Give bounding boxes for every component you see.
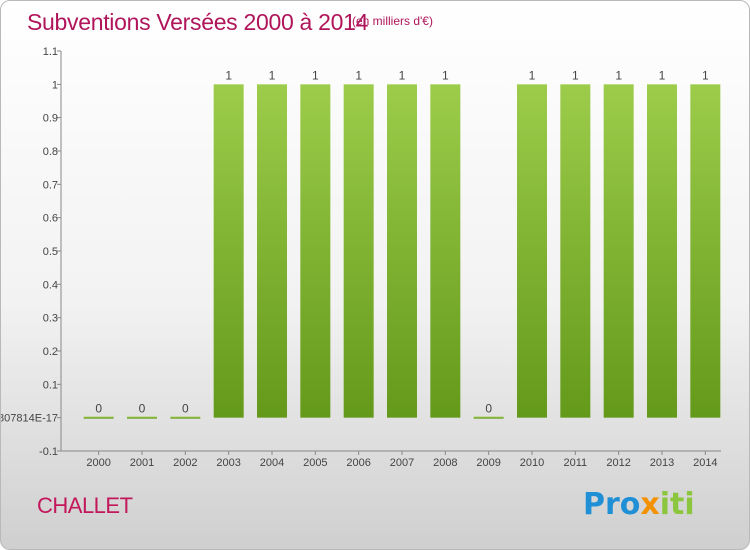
data-label: 1 [399, 68, 406, 82]
data-label: 1 [442, 68, 449, 82]
data-label: 1 [312, 68, 319, 82]
y-tick-label: 0.3 [43, 313, 58, 325]
x-tick-label: 2000 [86, 457, 110, 469]
y-tick-label: -0.1 [39, 446, 58, 458]
data-label: 1 [355, 68, 362, 82]
x-tick-label: 2004 [260, 457, 284, 469]
commune-name: CHALLET [37, 493, 133, 518]
x-tick-label: 2001 [130, 457, 154, 469]
y-tick-label: 0.1 [43, 379, 58, 391]
y-tick-label: 0.4 [43, 279, 58, 291]
x-tick-label: 2013 [650, 457, 674, 469]
y-tick-label: 0.5 [43, 246, 58, 258]
bar [690, 84, 721, 418]
bar [343, 84, 374, 418]
data-label: 1 [269, 68, 276, 82]
data-label: 0 [485, 402, 492, 416]
x-tick-label: 2003 [216, 457, 240, 469]
data-label: 0 [95, 402, 102, 416]
chart-title: Subventions Versées 2000 à 2014 [27, 9, 369, 35]
y-tick-label: 1 [52, 79, 58, 91]
bar [127, 416, 157, 419]
x-tick-label: 2005 [303, 457, 327, 469]
x-tick-label: 2002 [173, 457, 197, 469]
bar [647, 84, 677, 418]
bar [387, 84, 417, 418]
data-label: 0 [182, 402, 189, 416]
data-label: 0 [139, 402, 146, 416]
bar [170, 416, 201, 419]
y-tick-label: 0.7 [43, 179, 58, 191]
y-tick-label: 1.3877787807814E-17 [1, 413, 58, 425]
x-tick-label: 2014 [693, 457, 717, 469]
bar [257, 84, 287, 418]
x-tick-label: 2011 [564, 457, 588, 469]
bar [300, 84, 331, 418]
x-tick-label: 2010 [520, 457, 544, 469]
bar [213, 84, 244, 418]
chart-unit: (en milliers d'€) [352, 14, 433, 28]
y-tick-label: 0.9 [43, 113, 58, 125]
y-tick-label: 1.1 [43, 46, 58, 58]
data-label: 1 [225, 68, 232, 82]
x-tick-label: 2006 [346, 457, 370, 469]
bar [473, 416, 504, 419]
data-label: 1 [659, 68, 666, 82]
data-label: 1 [702, 68, 709, 82]
proxiti-logo[interactable]: Proxiti [583, 487, 695, 522]
data-label: 1 [572, 68, 579, 82]
y-tick-label: 0.8 [43, 146, 58, 158]
x-tick-label: 2012 [606, 457, 630, 469]
bar [83, 416, 114, 419]
data-label: 1 [529, 68, 536, 82]
bar [603, 84, 634, 418]
data-label: 1 [615, 68, 622, 82]
x-tick-label: 2008 [433, 457, 457, 469]
bar [430, 84, 461, 418]
x-tick-label: 2007 [390, 457, 414, 469]
y-tick-label: 0.6 [43, 213, 58, 225]
bar [517, 84, 547, 418]
y-tick-label: 0.2 [43, 346, 58, 358]
x-tick-label: 2009 [476, 457, 500, 469]
bar [560, 84, 591, 418]
